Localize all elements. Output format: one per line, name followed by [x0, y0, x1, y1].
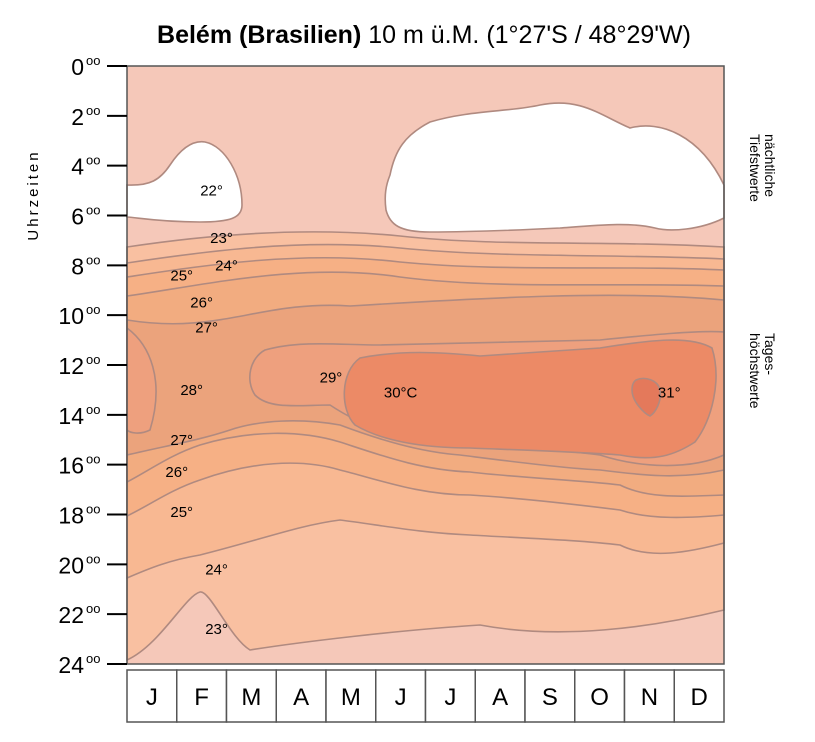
side-label-day-line1: Tages-: [762, 333, 778, 375]
month-cell: [673, 669, 725, 723]
y-tick-label: 12: [58, 353, 84, 379]
month-label: A: [492, 684, 508, 711]
y-tick-label: 24: [58, 652, 84, 678]
month-label: J: [395, 684, 407, 711]
y-tick-superscript: oo: [86, 352, 100, 367]
y-tick-label: 8: [71, 253, 84, 279]
side-label-day: Tages- höchstwerte: [747, 333, 778, 409]
month-label: D: [690, 684, 707, 711]
y-tick-superscript: oo: [86, 452, 100, 467]
isotherm-label: 23°: [210, 230, 233, 247]
y-tick-superscript: oo: [86, 53, 100, 68]
temperature-bands: [126, 102, 725, 662]
isotherm-label: 28°: [180, 382, 203, 399]
isotherm-label: 27°: [170, 432, 193, 449]
month-label: M: [341, 684, 361, 711]
isotherm-label: 24°: [215, 257, 238, 274]
y-tick-superscript: oo: [86, 402, 100, 417]
side-label-day-line2: höchstwerte: [747, 333, 763, 409]
y-tick-superscript: oo: [86, 252, 100, 267]
side-label-night-line2: Tiefstwerte: [747, 134, 763, 202]
isotherm-label: 24°: [205, 561, 228, 578]
month-cell: [176, 669, 228, 723]
month-cell: [474, 669, 526, 723]
isotherm-label: 29°: [320, 369, 343, 386]
chart-title-place: Belém (Brasilien): [157, 21, 361, 49]
month-cell: [275, 669, 327, 723]
y-tick-superscript: oo: [86, 103, 100, 118]
chart-title: Belém (Brasilien) 10 m ü.M. (1°27'S / 48…: [157, 21, 691, 49]
chart-title-spacer: [361, 21, 368, 49]
month-cell: [524, 669, 576, 723]
y-tick-superscript: oo: [86, 203, 100, 218]
y-tick-superscript: oo: [86, 551, 100, 566]
y-tick-label: 2: [71, 104, 84, 130]
isotherm-label: 22°: [200, 183, 223, 200]
y-tick-label: 20: [58, 552, 84, 578]
isotherm-labels: 22° 23° 24° 25° 26° 27° 28° 29° 30°C 31° 27° 26° 25°…: [165, 183, 680, 639]
y-tick-superscript: oo: [86, 153, 100, 168]
month-label: J: [444, 684, 456, 711]
side-label-night-line1: nächtliche: [762, 134, 778, 197]
month-cell: [225, 669, 277, 723]
band-30: [343, 339, 717, 459]
isotherm-label: 31°: [658, 384, 681, 401]
isotherm-label: 26°: [190, 295, 213, 312]
isotherm-label: 23°: [205, 621, 228, 638]
plot-area: [126, 65, 725, 665]
y-tick-label: 22: [58, 602, 84, 628]
isotherm-label: 27°: [195, 320, 218, 337]
side-label-night: nächtliche Tiefstwerte: [747, 134, 778, 202]
isotherm-label: 26°: [165, 464, 188, 481]
y-tick-label: 18: [58, 503, 84, 529]
band-31: [631, 377, 662, 417]
y-tick-label: 0: [71, 54, 84, 80]
isotherm-label: 25°: [170, 504, 193, 521]
band-22a: [126, 140, 243, 223]
y-tick-superscript: oo: [86, 651, 100, 666]
y-tick-superscript: oo: [86, 502, 100, 517]
y-tick-label: 6: [71, 204, 84, 230]
band-29a: [126, 326, 157, 434]
month-label: A: [293, 684, 309, 711]
y-tick-superscript: oo: [86, 601, 100, 616]
y-tick-label: 4: [71, 154, 84, 180]
band-22b: [384, 102, 725, 233]
month-label: J: [146, 684, 158, 711]
month-label: O: [590, 684, 609, 711]
month-label: S: [542, 684, 558, 711]
isotherm-label: 25°: [170, 267, 193, 284]
y-tick-label: 14: [58, 403, 84, 429]
y-tick-superscript: oo: [86, 302, 100, 317]
isotherm-label: 30°C: [384, 384, 418, 401]
month-label: M: [241, 684, 261, 711]
month-cell: [325, 669, 377, 723]
month-label: N: [641, 684, 658, 711]
month-label: F: [194, 684, 209, 711]
y-tick-label: 10: [58, 303, 84, 329]
y-axis-label: Uhrzeiten: [25, 149, 42, 240]
y-tick-label: 16: [58, 453, 84, 479]
month-cell: [126, 669, 178, 723]
chart-subtitle: 10 m ü.M. (1°27'S / 48°29'W): [368, 21, 691, 49]
